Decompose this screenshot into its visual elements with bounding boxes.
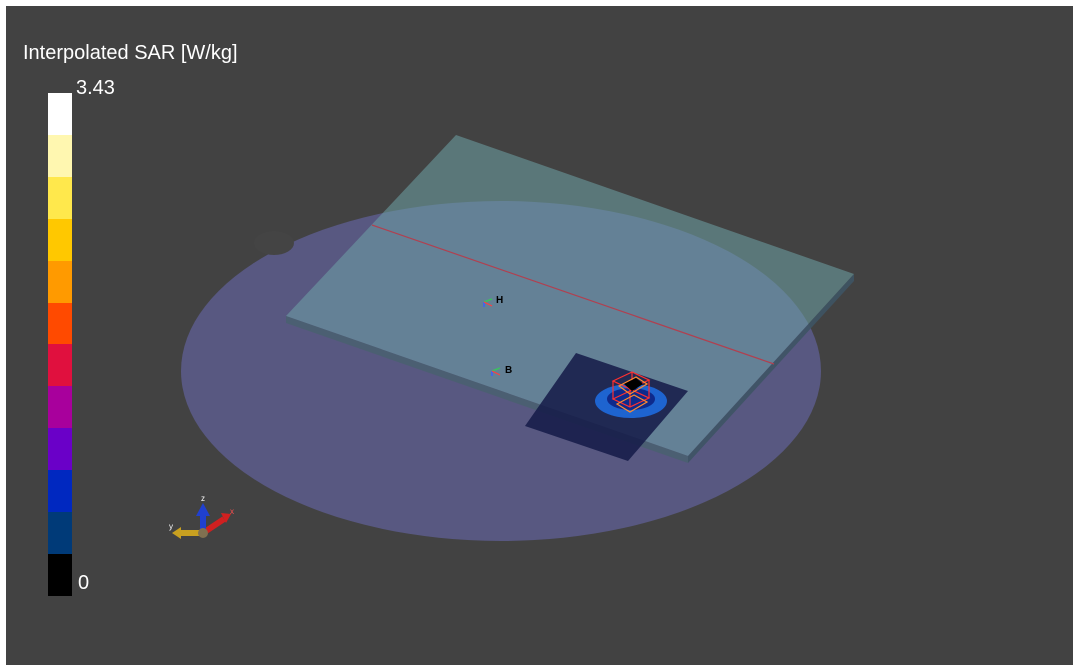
legend-title: Interpolated SAR [W/kg] — [23, 42, 238, 64]
colorbar-swatch — [48, 470, 72, 513]
marker-b-axes — [491, 367, 501, 376]
colorbar-swatch — [48, 428, 72, 471]
colorbar-swatch — [48, 176, 72, 219]
triad-x-label: x — [230, 507, 234, 516]
colorbar-swatch — [48, 512, 72, 554]
marker-b-label: B — [505, 365, 512, 376]
sar-scene[interactable]: H B y x z — [6, 6, 1073, 665]
device-board — [286, 135, 854, 456]
phantom-hole — [254, 231, 294, 255]
colorbar-swatch — [48, 260, 72, 303]
colorbar-swatch — [48, 386, 72, 429]
colorbar-swatch — [48, 134, 72, 177]
colorbar-min-label: 0 — [78, 572, 90, 594]
board-line — [371, 224, 775, 365]
colorbar-swatch — [48, 302, 72, 345]
triad-y-label: y — [169, 522, 173, 531]
colorbar-swatch — [48, 93, 72, 135]
probe-cube — [611, 371, 651, 413]
triad-z-label: z — [201, 494, 205, 503]
colorbar-swatch — [48, 553, 72, 596]
orientation-triad[interactable]: y x z — [169, 494, 234, 539]
colorbar-swatch — [48, 344, 72, 387]
marker-h-label: H — [496, 295, 503, 306]
sar-colorbar — [48, 93, 72, 596]
colorbar-swatch — [48, 218, 72, 261]
marker-h-axes — [483, 298, 493, 307]
colorbar-max-label: 3.43 — [76, 77, 115, 99]
3d-viewport[interactable]: H B y x z Interpolated SAR [W/kg] 3.43 0 — [6, 6, 1073, 665]
board-edge-right — [688, 274, 854, 463]
probe-core — [624, 378, 643, 391]
